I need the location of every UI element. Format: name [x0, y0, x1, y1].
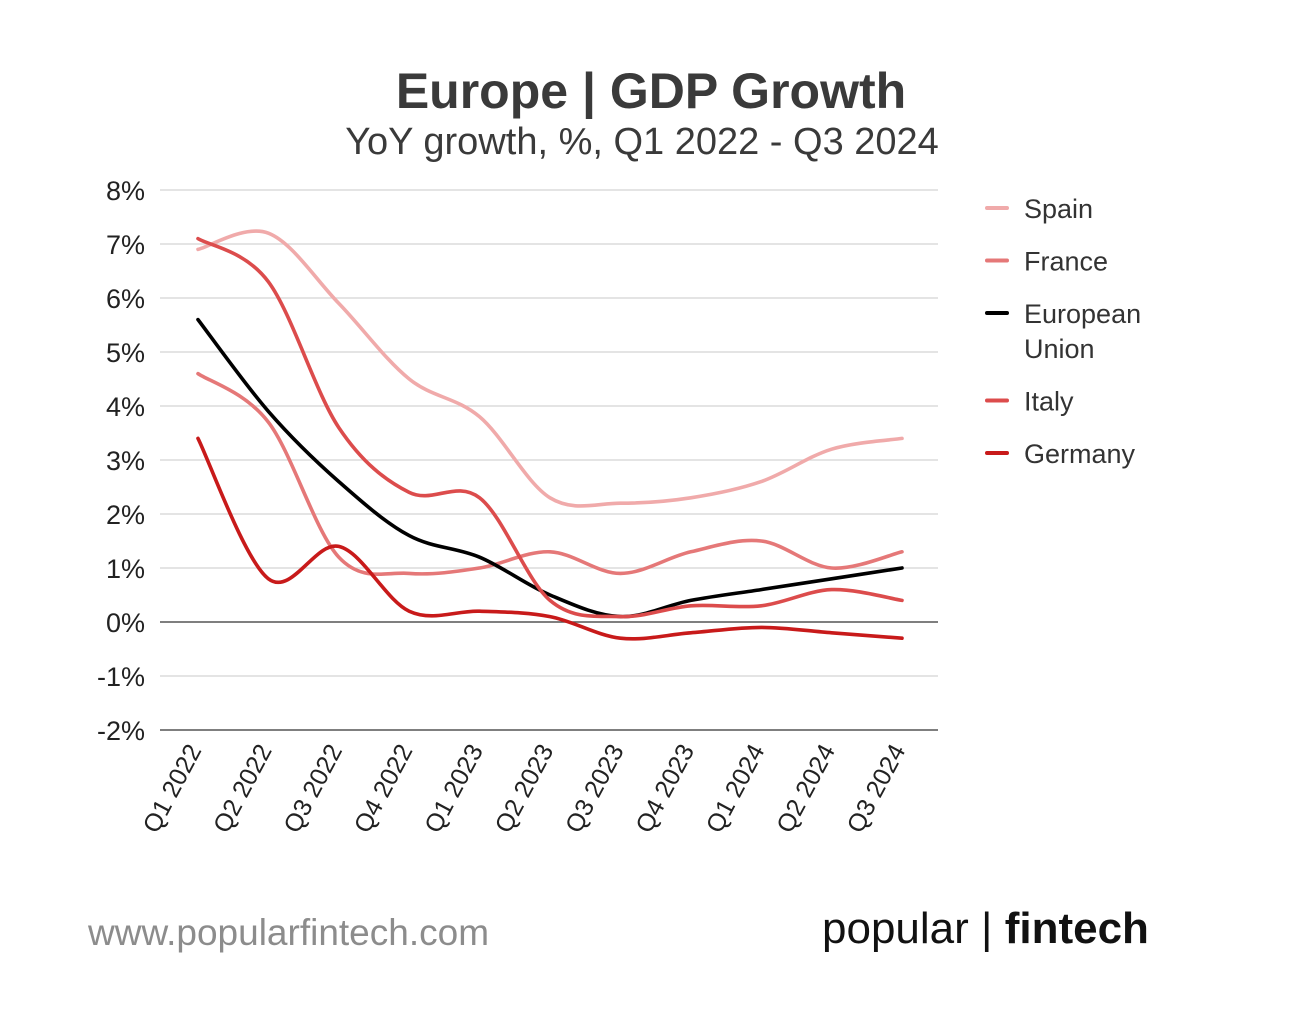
series-line-italy [196, 236, 904, 619]
series-line-spain [196, 229, 904, 508]
brand-logo: popular | fintech [822, 904, 1149, 954]
y-tick-label: -2% [97, 716, 145, 746]
legend-label-france: France [1024, 247, 1108, 277]
brand-bold: fintech [1004, 904, 1149, 953]
y-tick-label: 1% [106, 554, 145, 584]
series-line-france [196, 371, 904, 576]
x-tick-label: Q3 2022 [278, 740, 348, 838]
y-tick-label: -1% [97, 662, 145, 692]
y-tick-label: 7% [106, 230, 145, 260]
x-tick-label: Q2 2024 [771, 740, 841, 838]
y-tick-label: 0% [106, 608, 145, 638]
legend-label-european-union: European [1024, 299, 1141, 329]
x-tick-label: Q3 2023 [560, 740, 630, 838]
legend-label-spain: Spain [1024, 194, 1093, 224]
series-layer [196, 229, 904, 641]
x-tick-label: Q1 2024 [701, 740, 771, 838]
legend: Spain France European Union Italy Germany [985, 194, 1141, 469]
y-tick-label: 4% [106, 392, 145, 422]
legend-label-italy: Italy [1024, 387, 1074, 417]
y-tick-label: 3% [106, 446, 145, 476]
x-tick-label: Q4 2023 [630, 740, 700, 838]
y-tick-label: 8% [106, 176, 145, 206]
grid-layer [160, 189, 938, 731]
x-tick-label: Q2 2022 [208, 740, 278, 838]
brand-light: popular [822, 904, 969, 953]
series-line-germany [196, 436, 904, 641]
y-tick-label: 6% [106, 284, 145, 314]
x-tick-label: Q1 2023 [419, 740, 489, 838]
x-tick-label: Q1 2022 [138, 740, 208, 838]
legend-label-germany: Germany [1024, 439, 1136, 469]
x-tick-label: Q3 2024 [842, 740, 912, 838]
brand-separator: | [981, 904, 993, 953]
legend-label-european-union: Union [1024, 334, 1095, 364]
y-axis: 8% 7% 6% 5% 4% 3% 2% 1% 0% -1% -2% [97, 176, 145, 746]
y-tick-label: 2% [106, 500, 145, 530]
y-tick-label: 5% [106, 338, 145, 368]
chart-title: Europe | GDP Growth [395, 63, 907, 119]
footer-url: www.popularfintech.com [88, 912, 490, 953]
chart-subtitle: YoY growth, %, Q1 2022 - Q3 2024 [345, 121, 939, 163]
x-tick-label: Q2 2023 [490, 740, 560, 838]
x-tick-label: Q4 2022 [349, 740, 419, 838]
x-axis: Q1 2022 Q2 2022 Q3 2022 Q4 2022 Q1 2023 Q2 20… [138, 740, 912, 838]
series-line-european-union [196, 317, 904, 619]
